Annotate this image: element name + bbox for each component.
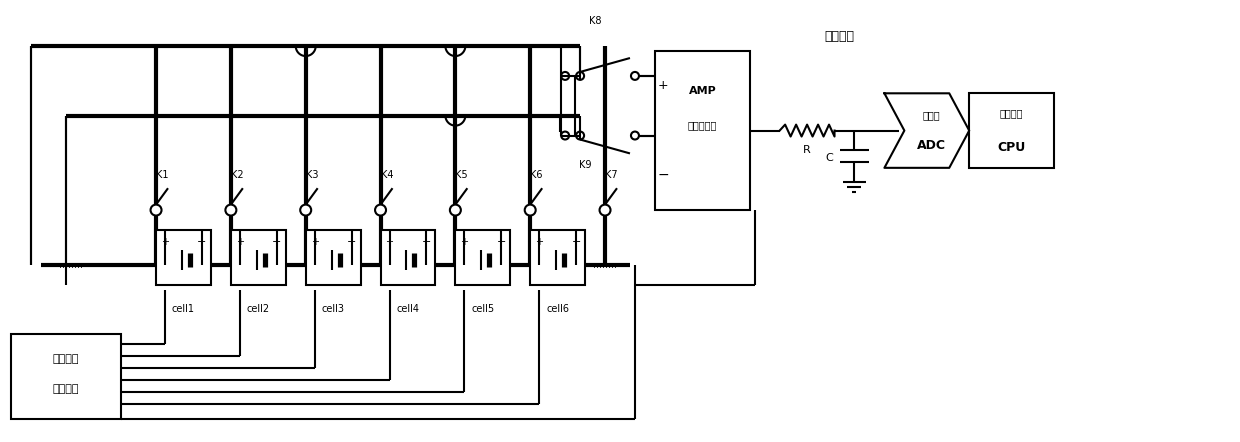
Text: 高精度: 高精度	[923, 110, 940, 121]
Text: +: +	[236, 237, 244, 247]
Bar	[455, 230, 510, 285]
Text: CPU: CPU	[997, 141, 1025, 154]
Bar	[306, 230, 361, 285]
Text: 运算放大器: 运算放大器	[688, 121, 717, 130]
Text: 微处理器: 微处理器	[999, 108, 1023, 118]
Text: −: −	[657, 168, 668, 182]
Text: 分时逻辑: 分时逻辑	[53, 354, 79, 364]
Text: +: +	[311, 237, 319, 247]
Text: AMP: AMP	[688, 86, 717, 96]
Text: ........: ........	[593, 260, 618, 270]
Text: K2: K2	[231, 170, 243, 180]
Text: cell2: cell2	[247, 305, 270, 314]
Text: K6: K6	[531, 170, 543, 180]
Text: 控制电路: 控制电路	[53, 384, 79, 394]
Bar	[531, 230, 585, 285]
Text: K1: K1	[156, 170, 169, 180]
Text: +: +	[386, 237, 393, 247]
Bar	[156, 230, 211, 285]
Text: +: +	[161, 237, 169, 247]
Bar	[11, 334, 122, 419]
Bar	[231, 230, 285, 285]
Text: K4: K4	[381, 170, 393, 180]
Text: K5: K5	[455, 170, 467, 180]
Text: +: +	[536, 237, 543, 247]
Text: cell6: cell6	[546, 305, 569, 314]
Text: 滤波电路: 滤波电路	[825, 30, 854, 43]
Text: −: −	[422, 237, 432, 247]
Text: C: C	[826, 153, 833, 164]
Text: −: −	[347, 237, 356, 247]
Text: K7: K7	[605, 170, 618, 180]
Text: cell1: cell1	[172, 305, 195, 314]
Text: K8: K8	[589, 16, 601, 26]
Text: −: −	[496, 237, 506, 247]
Bar	[381, 230, 435, 285]
Text: ADC: ADC	[916, 139, 946, 152]
Text: R: R	[804, 145, 811, 156]
Text: +: +	[460, 237, 469, 247]
Bar	[970, 93, 1054, 168]
Text: −: −	[197, 237, 207, 247]
Bar	[655, 51, 750, 210]
Text: cell4: cell4	[397, 305, 419, 314]
Text: −: −	[572, 237, 580, 247]
Text: −: −	[272, 237, 281, 247]
Text: +: +	[657, 80, 668, 92]
Text: cell3: cell3	[321, 305, 345, 314]
Text: ........: ........	[60, 260, 83, 270]
Text: K9: K9	[579, 160, 591, 170]
Text: cell5: cell5	[471, 305, 495, 314]
Polygon shape	[884, 93, 970, 168]
Text: K3: K3	[306, 170, 319, 180]
